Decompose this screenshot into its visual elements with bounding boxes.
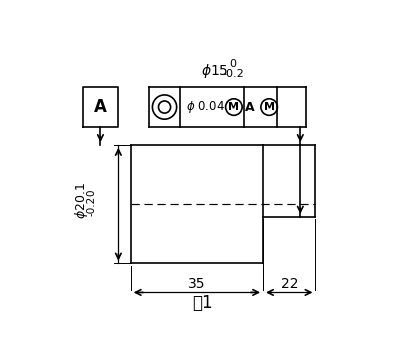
Text: 图1: 图1 [192,294,213,312]
Text: 0: 0 [229,59,236,69]
Text: $\phi$ 0.04: $\phi$ 0.04 [186,99,225,115]
Text: -0.2: -0.2 [87,195,97,216]
Text: $\phi$20.1: $\phi$20.1 [73,182,90,218]
Text: A: A [94,98,107,116]
Text: 22: 22 [280,277,298,291]
Text: 35: 35 [188,277,206,291]
Text: $\phi$15: $\phi$15 [201,62,229,79]
Text: 0: 0 [87,189,97,196]
Text: -0.2: -0.2 [222,69,244,79]
Text: M: M [228,102,239,112]
Text: A: A [245,101,255,113]
Text: M: M [263,102,275,112]
